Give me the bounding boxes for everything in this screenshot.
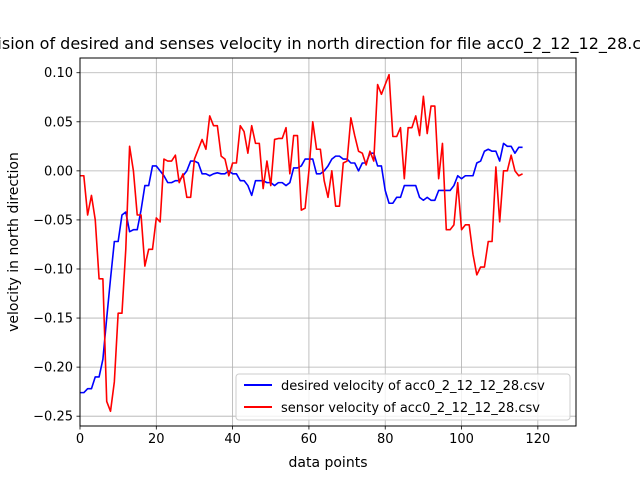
y-tick-label: −0.15 (33, 312, 73, 327)
legend-label-sensor: sensor velocity of acc0_2_12_12_28.csv (281, 401, 540, 416)
grid (79, 58, 576, 426)
x-tick-label: 20 (148, 432, 165, 447)
x-tick-label: 40 (224, 432, 241, 447)
sensor-velocity-line (80, 73, 523, 413)
x-tick-label: 100 (449, 432, 474, 447)
y-tick-label: 0.00 (44, 164, 73, 179)
y-tick-label: 0.10 (44, 66, 73, 81)
y-tick-label: 0.05 (44, 115, 73, 130)
legend-box (235, 373, 571, 421)
series-lines (80, 73, 523, 413)
legend: desired velocity of acc0_2_12_12_28.csv … (235, 373, 571, 421)
x-tick-label: 60 (301, 432, 318, 447)
legend-label-desired: desired velocity of acc0_2_12_12_28.csv (281, 379, 545, 394)
x-tick-label: 0 (76, 432, 84, 447)
chart-title: arision of desired and senses velocity i… (0, 34, 640, 54)
y-tick-label: −0.20 (33, 361, 73, 376)
y-tick-label: −0.10 (33, 262, 73, 277)
y-tick-label: −0.05 (33, 213, 73, 228)
x-tick-label: 80 (377, 432, 394, 447)
desired-velocity-line (80, 142, 523, 394)
plot-frame (79, 57, 577, 427)
y-axis-label: velocity in north direction (6, 152, 22, 332)
x-axis-label: data points (289, 455, 368, 471)
plot-area (80, 58, 576, 426)
x-tick-label: 120 (525, 432, 550, 447)
y-tick-label: −0.25 (33, 410, 73, 425)
axis-ticks: 0 20 40 60 80 100 120 −0.25 −0.20 −0.15 −0.10 −0.05… (33, 66, 550, 447)
